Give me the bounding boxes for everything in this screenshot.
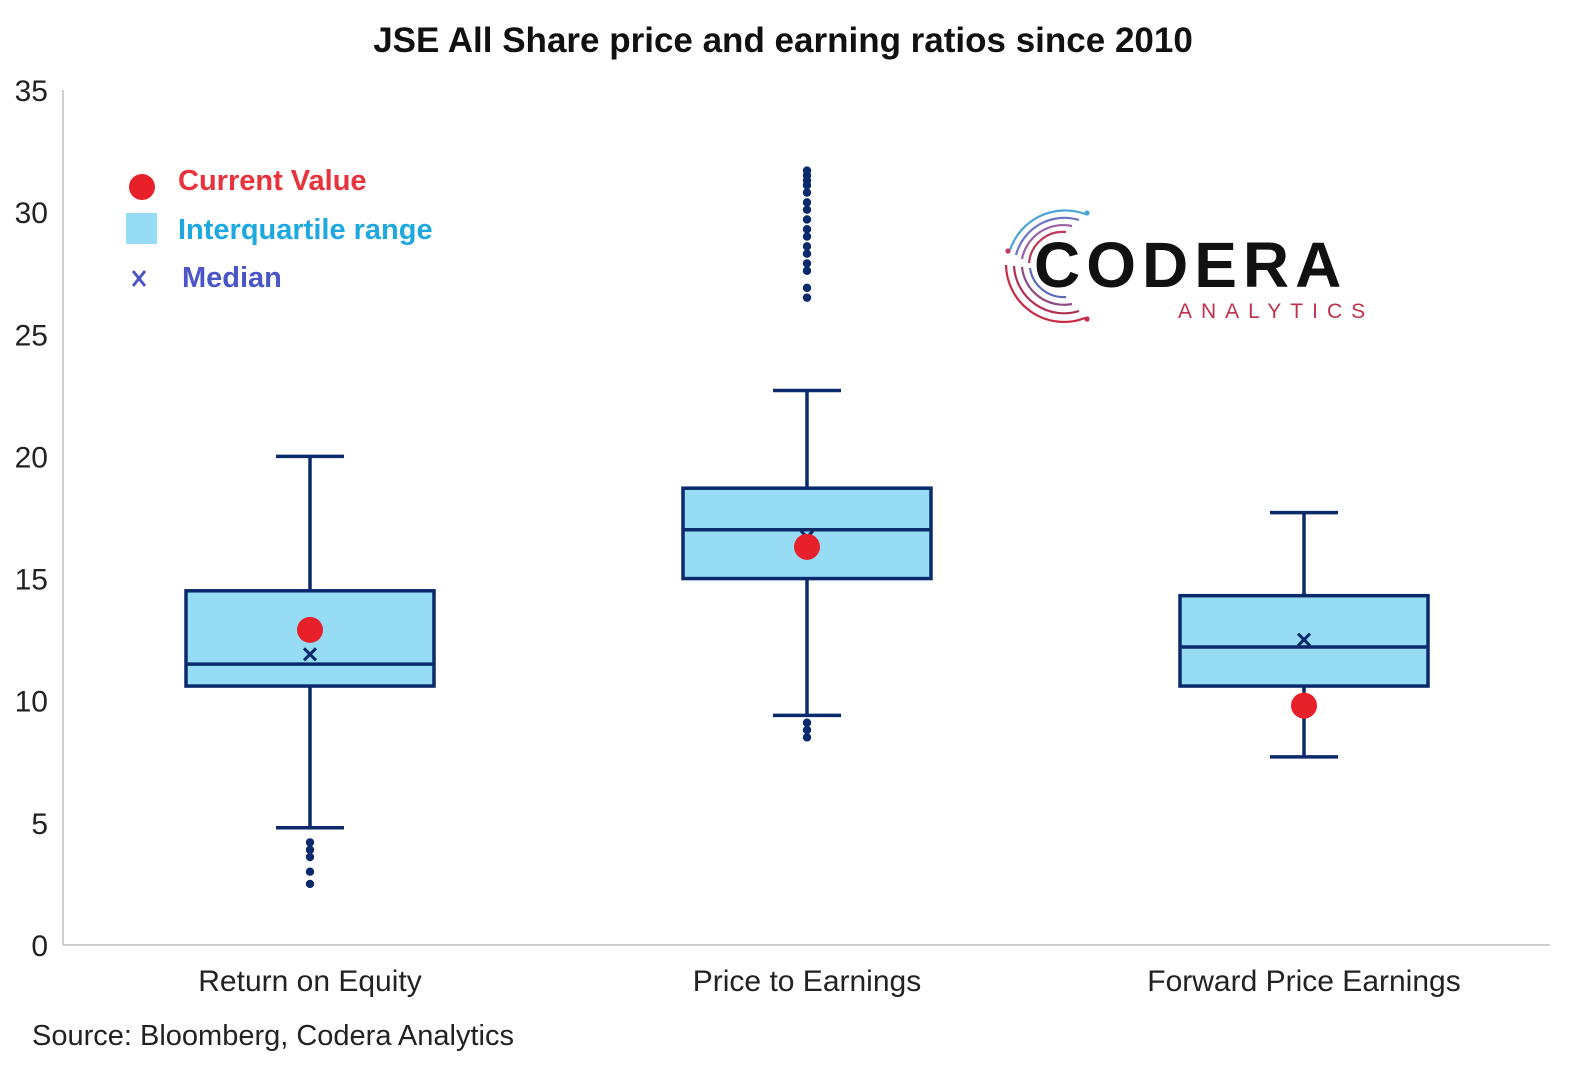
legend-interquartile-marker: [126, 213, 157, 244]
current-value-point: [794, 533, 820, 560]
chart-title: JSE All Share price and earning ratios s…: [373, 21, 1193, 60]
y-tick-label: 35: [15, 75, 48, 108]
outlier-point: [305, 867, 315, 876]
x-tick-label: Return on Equity: [198, 965, 421, 998]
outlier-point: [305, 845, 315, 854]
outlier-point: [802, 215, 812, 224]
y-tick-label: 5: [31, 808, 48, 841]
logo-name: CODERA: [1034, 229, 1347, 301]
outlier-point: [802, 188, 812, 197]
interquartile-box: [681, 486, 933, 581]
codera-circuit-ring-icon: [1004, 209, 1090, 323]
logo-subtitle: ANALYTICS: [1178, 300, 1374, 323]
box-group: [184, 454, 436, 889]
current-value-point: [297, 616, 323, 643]
y-tick-label: 20: [15, 441, 48, 474]
outlier-point: [305, 879, 315, 889]
outlier-point: [802, 293, 812, 302]
mean-x-marker: [1296, 632, 1312, 647]
source-note: Source: Bloomberg, Codera Analytics: [32, 1020, 514, 1052]
outlier-point: [802, 198, 812, 207]
outlier-point: [802, 225, 812, 234]
y-tick-label: 0: [31, 930, 48, 963]
legend: Current Value Interquartile range Median: [126, 165, 433, 294]
legend-median-label: Median: [182, 262, 282, 294]
legend-current-value-marker: [129, 174, 155, 200]
current-value-point: [1291, 692, 1317, 719]
y-tick-label: 30: [15, 197, 48, 230]
outlier-point: [802, 232, 812, 241]
outlier-point: [305, 838, 315, 847]
outlier-point: [802, 283, 812, 293]
y-tick-label: 10: [15, 686, 48, 719]
axes: 0 5 10 15 20 25 30 35 Return on Equity Price to E…: [15, 75, 1550, 998]
outlier-point: [802, 718, 812, 727]
mean-x-stroke: [302, 647, 318, 662]
outlier-point: [802, 242, 812, 251]
plot-area: [184, 166, 1430, 889]
box-group: [1178, 510, 1430, 759]
legend-median-x-icon: [131, 270, 147, 287]
y-tick-label: 15: [15, 564, 48, 597]
outlier-point: [802, 249, 812, 258]
outlier-point: [305, 852, 315, 862]
codera-logo: CODERA ANALYTICS: [1004, 209, 1374, 323]
x-tick-label: Price to Earnings: [693, 965, 921, 998]
box-group: [681, 166, 933, 742]
outlier-point: [802, 205, 812, 214]
mean-x-stroke: [1296, 632, 1312, 647]
mean-x-marker: [302, 647, 318, 662]
y-tick-label: 25: [15, 319, 48, 352]
outlier-point: [802, 725, 812, 735]
legend-current-value-label: Current Value: [178, 165, 367, 197]
outlier-point: [802, 266, 812, 275]
outlier-point: [802, 259, 812, 268]
x-tick-label: Forward Price Earnings: [1147, 965, 1460, 998]
legend-interquartile-label: Interquartile range: [178, 214, 433, 246]
outlier-point: [802, 733, 812, 742]
outlier-point: [802, 166, 812, 175]
